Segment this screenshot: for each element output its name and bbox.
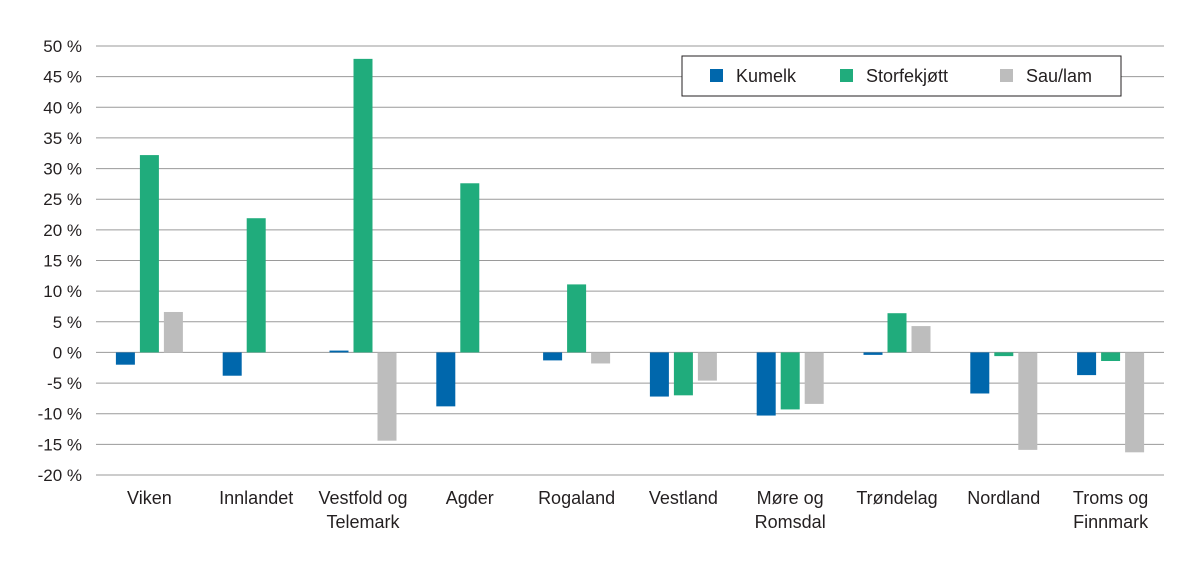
bar [994,352,1014,357]
bar [697,352,717,381]
legend-label: Storfekjøtt [866,66,948,86]
x-category-label-line: Nordland [967,488,1040,508]
x-category-label-line: Vestfold og [318,488,407,508]
x-category-label-line: Viken [127,488,172,508]
bar [139,155,159,353]
y-tick-label: 10 % [43,282,82,301]
bar [353,58,373,353]
bar [436,352,456,407]
legend-label: Kumelk [736,66,797,86]
x-category-label: Møre og Romsdal [755,488,826,532]
y-tick-label: 35 % [43,129,82,148]
y-tick-label: 0 % [53,343,82,362]
bar [329,350,349,353]
bar [1125,352,1145,453]
x-category-label-line: Telemark [326,512,400,532]
y-tick-label: -20 % [38,466,82,485]
bar [649,352,669,397]
x-category-label: Vestland [649,488,718,508]
bar [673,352,693,396]
y-tick-label: 25 % [43,190,82,209]
x-category-label: Agder [446,488,494,508]
y-tick-label: 45 % [43,68,82,87]
legend-swatch [1000,69,1013,82]
y-tick-label: 5 % [53,313,82,332]
x-category-label-line: Finnmark [1073,512,1149,532]
x-category-label-line: Møre og [757,488,824,508]
x-category-label: Trøndelag [856,488,937,508]
x-category-label-line: Romsdal [755,512,826,532]
x-category-label-line: Trøndelag [856,488,937,508]
y-tick-label: 40 % [43,98,82,117]
bar [887,313,907,353]
x-category-label-line: Vestland [649,488,718,508]
y-tick-label: 15 % [43,252,82,271]
x-category-label: Nordland [967,488,1040,508]
legend: Kumelk Storfekjøtt Sau/lam [681,55,1122,97]
bar [863,352,883,355]
bar [1101,352,1121,362]
y-tick-label: 20 % [43,221,82,240]
y-tick-label: -10 % [38,405,82,424]
legend-swatch [840,69,853,82]
bar [377,352,397,441]
x-category-label: Rogaland [538,488,615,508]
legend-label: Sau/lam [1026,66,1092,86]
bar [756,352,776,416]
bars [115,58,1145,453]
x-category-label: Innlandet [219,488,293,508]
y-tick-label: 50 % [43,37,82,56]
bar [804,352,824,404]
x-axis-category-labels: Viken Innlandet Vestfold og Telemark Agder Ro… [127,488,1149,532]
legend-box [681,55,1122,97]
x-category-label-line: Innlandet [219,488,293,508]
y-tick-label: 30 % [43,160,82,179]
x-category-label-line: Agder [446,488,494,508]
bar [246,218,266,353]
bar [911,326,931,353]
bar [1077,352,1097,376]
bar [460,183,480,353]
y-axis-tick-labels: 50 % 45 % 40 % 35 % 30 % 25 % 20 % 15 % 10 % 5 % 0… [38,37,82,485]
x-category-label: Troms og Finnmark [1073,488,1149,532]
bar [115,352,135,365]
bar [1018,352,1038,450]
y-tick-label: -15 % [38,435,82,454]
bar [567,284,587,353]
x-category-label-line: Rogaland [538,488,615,508]
x-category-label: Viken [127,488,172,508]
bar [543,352,563,361]
legend-swatch [710,69,723,82]
bar [163,311,183,353]
y-tick-label: -5 % [47,374,82,393]
x-category-label: Vestfold og Telemark [318,488,407,532]
bar [780,352,800,410]
bar [970,352,990,394]
x-category-label-line: Troms og [1073,488,1148,508]
bar [591,352,611,364]
bar [222,352,242,376]
gridlines [96,45,1164,476]
